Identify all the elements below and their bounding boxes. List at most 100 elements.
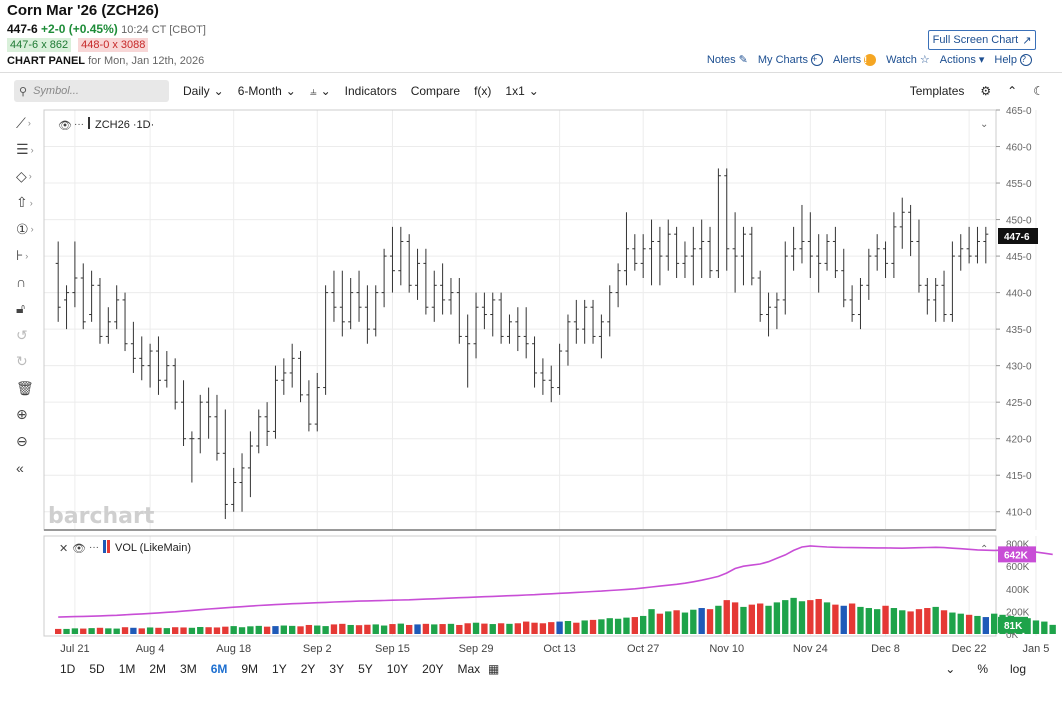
- range-1d[interactable]: 1D: [60, 662, 76, 676]
- help-link[interactable]: Help?: [994, 53, 1032, 66]
- x-tick-label: Nov 24: [793, 643, 828, 655]
- volume-bar: [197, 626, 204, 634]
- volume-tick-label: 0K: [1006, 630, 1019, 641]
- volume-bar: [255, 625, 262, 634]
- watch-link[interactable]: Watch ☆: [886, 53, 930, 67]
- volume-bar: [96, 627, 104, 634]
- price-bar: [206, 387, 212, 439]
- volume-bar: [55, 628, 62, 634]
- price-bar: [715, 168, 721, 278]
- lock-tool[interactable]: 🔓︎: [10, 296, 44, 323]
- chart-panel-line: CHART PANEL for Mon, Jan 12th, 2026: [7, 55, 204, 67]
- volume-tick-label: 200K: [1006, 607, 1030, 618]
- alert-icon: !: [864, 53, 877, 66]
- volume-bar: [497, 623, 505, 634]
- volume-bar: [798, 601, 806, 634]
- range-5d[interactable]: 5D: [89, 662, 105, 676]
- gear-icon[interactable]: ⚙: [980, 84, 992, 98]
- range-9m[interactable]: 9M: [241, 662, 259, 676]
- marker-tool[interactable]: ① ›: [10, 216, 44, 243]
- compare-button[interactable]: Compare: [410, 84, 461, 98]
- symbol-search[interactable]: ⚲ Symbol...: [14, 80, 169, 102]
- delete-tool[interactable]: 🗑︎: [10, 375, 44, 402]
- volume-bar: [757, 603, 764, 634]
- chevron-down-icon: ⌄: [528, 84, 539, 98]
- drawing-tools-sidebar: ⟋ › ☰ › ◇ › ⇧ › ① › ⊦ › ∩ 🔓︎ ↺ ↻ 🗑︎ ⊕ ⊖ «: [10, 110, 44, 481]
- price-bar: [749, 226, 755, 286]
- price-bar: [941, 270, 947, 322]
- annotation-tool[interactable]: ⇧ ›: [10, 190, 44, 217]
- volume-bar: [840, 605, 847, 634]
- collapse-icon[interactable]: ⌃: [1007, 84, 1018, 98]
- chart-type-select[interactable]: ⫨ ⌄: [310, 84, 331, 99]
- my-charts-link[interactable]: My Charts +: [758, 53, 823, 66]
- fibonacci-tool[interactable]: ☰ ›: [10, 137, 44, 164]
- range-select[interactable]: 6-Month ⌄: [238, 84, 296, 98]
- price-bar: [105, 307, 111, 344]
- dark-mode-icon[interactable]: ☾: [1033, 84, 1044, 98]
- trendline-tool[interactable]: ⟋ ›: [10, 110, 44, 137]
- range-2m[interactable]: 2M: [149, 662, 167, 676]
- range-3y[interactable]: 3Y: [329, 662, 345, 676]
- chevron-down-icon: ⌄: [320, 84, 331, 98]
- line-icon: ⟋: [16, 114, 26, 131]
- star-icon: ☆: [919, 54, 930, 66]
- log-toggle[interactable]: log: [1009, 662, 1026, 676]
- range-20y[interactable]: 20Y: [422, 662, 444, 676]
- actions-label: Actions: [939, 53, 976, 66]
- range-max[interactable]: Max: [457, 662, 481, 676]
- range-selector: 1D 5D 1M 2M 3M 6M 9M 1Y 2Y 3Y 5Y 10Y 20Y Max: [60, 662, 480, 676]
- undo-tool[interactable]: ↺: [10, 322, 44, 349]
- volume-bar: [656, 613, 664, 634]
- series-color-swatch: [88, 117, 90, 129]
- range-1y[interactable]: 1Y: [272, 662, 287, 676]
- arrow-up-icon: ⇧: [16, 194, 28, 211]
- range-6m[interactable]: 6M: [210, 662, 228, 676]
- price-bar: [339, 270, 345, 337]
- volume-bar: [146, 627, 154, 634]
- collapse-sidebar-tool[interactable]: «: [10, 455, 44, 482]
- range-10y[interactable]: 10Y: [386, 662, 409, 676]
- templates-button[interactable]: Templates: [909, 84, 965, 98]
- range-2y[interactable]: 2Y: [300, 662, 316, 676]
- indicators-button[interactable]: Indicators: [344, 84, 397, 98]
- volume-bar: [556, 621, 563, 634]
- period-select[interactable]: Daily ⌄: [183, 84, 224, 98]
- volume-bar: [874, 609, 881, 634]
- more-icon: ···: [89, 542, 99, 553]
- layout-select[interactable]: 1x1 ⌄: [505, 84, 538, 98]
- shapes-tool[interactable]: ◇ ›: [10, 163, 44, 190]
- actions-menu[interactable]: Actions ▾: [939, 53, 985, 67]
- alerts-link[interactable]: Alerts!: [833, 53, 877, 66]
- zoom-out-tool[interactable]: ⊖: [10, 428, 44, 455]
- volume-bar: [489, 624, 496, 634]
- volume-bar: [113, 628, 120, 634]
- expand-down-icon[interactable]: ⌄: [945, 662, 956, 676]
- price-bar: [615, 263, 621, 308]
- volume-bar: [414, 624, 421, 634]
- redo-tool[interactable]: ↻: [10, 349, 44, 376]
- help-circle-icon: ?: [1020, 53, 1032, 66]
- symbol-label: ZCH26 ·1D·: [95, 119, 154, 131]
- price-bar: [841, 248, 847, 308]
- range-1m[interactable]: 1M: [118, 662, 136, 676]
- fx-button[interactable]: f(x): [474, 84, 492, 98]
- price-bar: [757, 270, 763, 322]
- volume-bar: [456, 624, 463, 634]
- zoom-in-tool[interactable]: ⊕: [10, 402, 44, 429]
- range-3m[interactable]: 3M: [180, 662, 197, 676]
- page-title: Corn Mar '26 (ZCH26): [7, 2, 159, 19]
- volume-bar: [974, 615, 981, 634]
- edit-icon: ✎: [738, 54, 748, 66]
- range-5y[interactable]: 5Y: [358, 662, 373, 676]
- range-label: 6-Month: [237, 84, 282, 98]
- notes-link[interactable]: Notes ✎: [707, 53, 748, 67]
- magnet-tool[interactable]: ∩: [10, 269, 44, 296]
- percent-toggle[interactable]: %: [977, 662, 988, 676]
- measure-tool[interactable]: ⊦ ›: [10, 243, 44, 270]
- volume-bar: [163, 628, 170, 634]
- calendar-icon[interactable]: ▦: [488, 662, 500, 676]
- price-bar: [356, 270, 362, 322]
- full-screen-chart-button[interactable]: Full Screen Chart ↗: [928, 30, 1036, 50]
